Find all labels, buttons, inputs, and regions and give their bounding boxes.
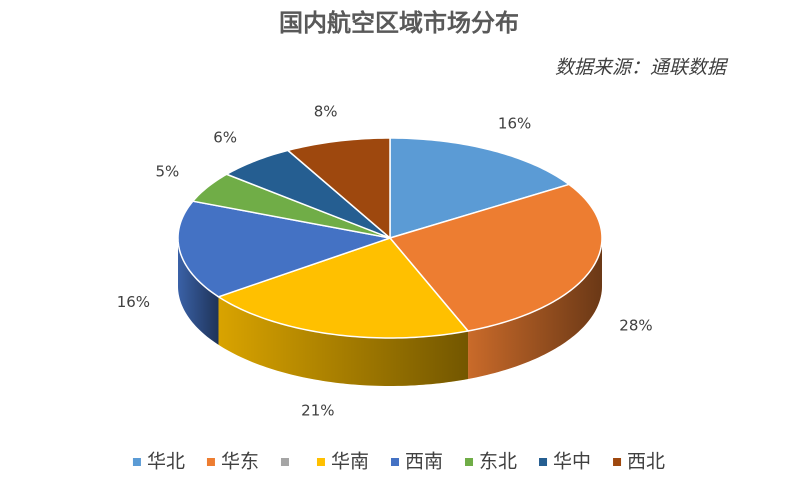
legend-marker <box>316 458 325 466</box>
slice <box>388 183 603 332</box>
slice <box>286 137 391 240</box>
legend-label: 华北 <box>147 451 185 473</box>
legend-label: 西北 <box>627 451 665 473</box>
legend-marker <box>613 458 622 466</box>
legend-label: 华南 <box>331 451 369 473</box>
legend-label: 华东 <box>221 451 259 473</box>
chart-subtitle: 数据来源：通联数据 <box>555 57 729 79</box>
data-label: 6% <box>213 128 237 146</box>
slice-side-shade <box>218 296 469 386</box>
data-label: 16% <box>117 293 150 311</box>
slice <box>389 137 571 240</box>
slice <box>216 237 470 339</box>
legend-label: 西南 <box>405 451 443 473</box>
legend-label: 华中 <box>553 451 591 473</box>
legend: 华北 华东 华南 西南 东北 华中 西北 <box>132 451 665 473</box>
legend-marker <box>206 458 215 466</box>
data-label: 28% <box>619 317 652 335</box>
legend-marker <box>465 458 474 466</box>
slice-side-shade <box>178 238 219 345</box>
legend-marker <box>390 458 399 466</box>
legend-marker <box>280 458 289 466</box>
data-label: 5% <box>155 162 179 180</box>
legend-marker <box>539 458 548 466</box>
slice <box>191 173 391 239</box>
data-label: 8% <box>314 103 338 121</box>
legend-marker <box>132 458 141 466</box>
slice-side-shade <box>468 238 602 379</box>
slice-sides <box>178 238 602 386</box>
data-label: 21% <box>301 401 334 419</box>
slice <box>224 149 391 239</box>
chart-title: 国内航空区域市场分布 <box>279 9 519 37</box>
slice <box>177 200 393 298</box>
legend-label: 东北 <box>479 451 517 473</box>
data-label: 16% <box>498 115 531 133</box>
